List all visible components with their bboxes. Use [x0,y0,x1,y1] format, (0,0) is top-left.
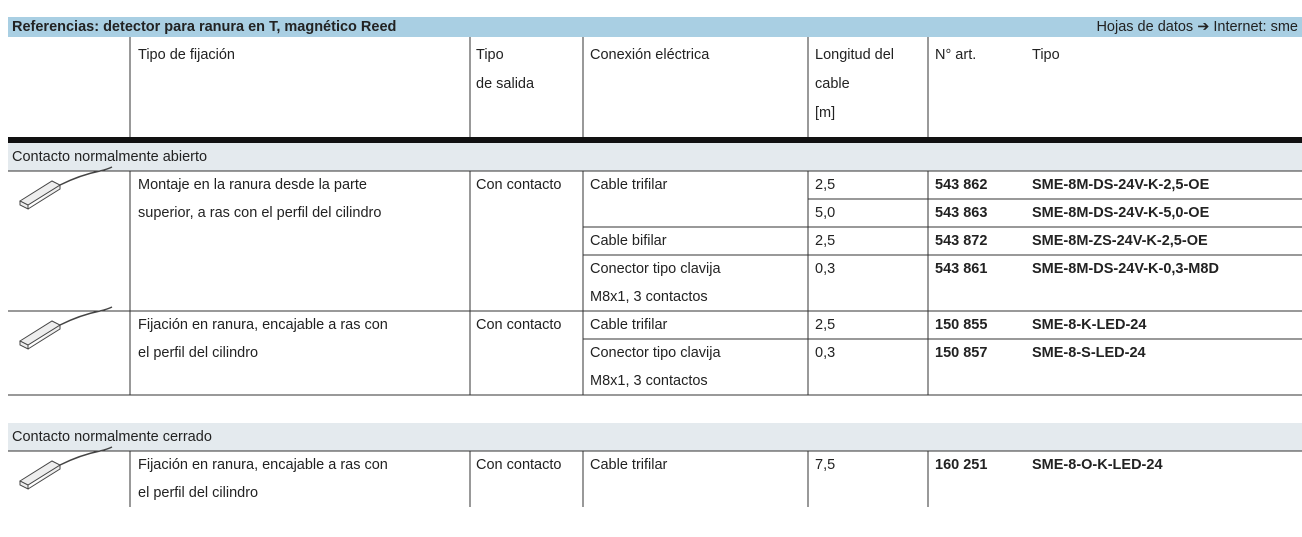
mounting-type: el perfil del cilindro [138,485,258,501]
connection-type: Cable bifilar [590,233,667,249]
article-number: 543 863 [935,205,987,221]
mounting-type: Fijación en ranura, encajable a ras con [138,457,388,473]
output-type: Con contacto [476,177,561,193]
article-number: 543 862 [935,177,987,193]
cable-length: 5,0 [815,205,835,221]
sensor-icon [18,180,62,210]
product-type: SME-8-S-LED-24 [1032,345,1146,361]
product-type: SME-8M-DS-24V-K-2,5-OE [1032,177,1210,193]
connection-type: Conector tipo clavija [590,345,721,361]
sensor-icon [18,320,62,350]
product-type: SME-8M-DS-24V-K-5,0-OE [1032,205,1210,221]
mounting-type: superior, a ras con el perfil del cilind… [138,205,381,221]
datasheet-link: Hojas de datos ➔ Internet: sme [1096,19,1298,35]
mounting-type: Montaje en la ranura desde la parte [138,177,367,193]
title-bar [8,17,1302,37]
article-number: 150 857 [935,345,987,361]
table-title: Referencias: detector para ranura en T, … [12,19,396,35]
connection-type: Cable trifilar [590,317,668,333]
mounting-type: Fijación en ranura, encajable a ras con [138,317,388,333]
column-header: [m] [815,105,835,121]
column-header: cable [815,76,850,92]
connection-type: Cable trifilar [590,457,668,473]
cable-length: 0,3 [815,261,835,277]
column-header: de salida [476,76,535,92]
article-number: 150 855 [935,317,987,333]
column-header: Conexión eléctrica [590,47,710,63]
section-row [8,423,1302,451]
connection-type: M8x1, 3 contactos [590,289,708,305]
cable-length: 2,5 [815,233,835,249]
connection-type: Cable trifilar [590,177,668,193]
output-type: Con contacto [476,457,561,473]
sensor-cable [59,306,113,326]
product-type: SME-8-O-K-LED-24 [1032,457,1163,473]
product-type: SME-8M-ZS-24V-K-2,5-OE [1032,233,1208,249]
connection-type: M8x1, 3 contactos [590,373,708,389]
section-row [8,143,1302,171]
cable-length: 0,3 [815,345,835,361]
article-number: 543 861 [935,261,987,277]
product-type: SME-8-K-LED-24 [1032,317,1146,333]
mounting-type: el perfil del cilindro [138,345,258,361]
header-rule [8,137,1302,143]
column-header: Tipo de fijación [138,47,235,63]
cable-length: 7,5 [815,457,835,473]
connection-type: Conector tipo clavija [590,261,721,277]
output-type: Con contacto [476,317,561,333]
section-title: Contacto normalmente cerrado [12,429,212,445]
column-header: Tipo [476,47,504,63]
article-number: 543 872 [935,233,987,249]
column-header: Longitud del [815,47,894,63]
column-header: Tipo [1032,47,1060,63]
sensor-cable [59,166,113,186]
section-title: Contacto normalmente abierto [12,149,207,165]
article-number: 160 251 [935,457,987,473]
product-type: SME-8M-DS-24V-K-0,3-M8D [1032,261,1219,277]
column-header: N° art. [935,47,976,63]
cable-length: 2,5 [815,177,835,193]
cable-length: 2,5 [815,317,835,333]
sensor-cable [59,446,113,466]
sensor-icon [18,460,62,490]
